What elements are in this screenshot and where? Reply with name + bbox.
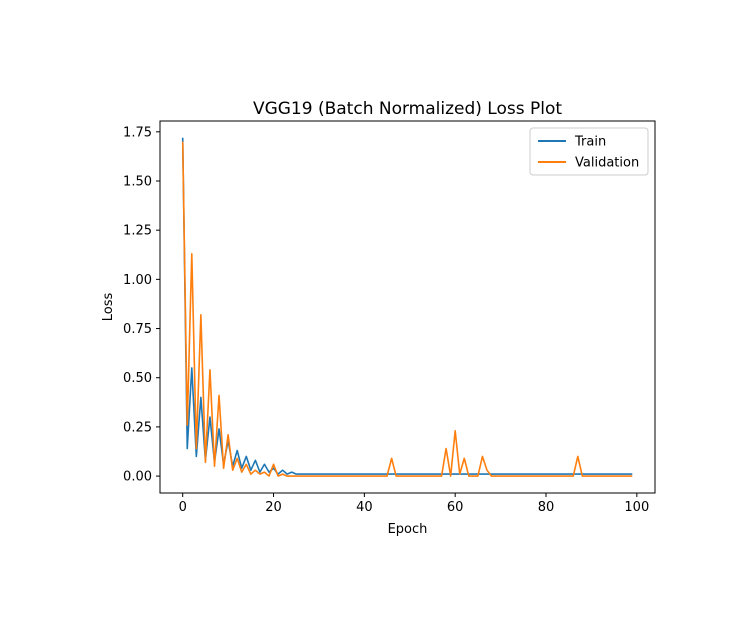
y-tick-label: 1.00	[123, 273, 152, 288]
x-axis: 0 20 40 60 80 100	[179, 493, 649, 515]
x-tick-label: 100	[624, 500, 649, 515]
axes-frame	[159, 120, 656, 494]
series-line-validation	[181, 141, 633, 477]
y-tick-label: 0.00	[123, 470, 152, 485]
y-tick-label: 0.25	[123, 420, 152, 435]
y-tick-label: 0.50	[123, 371, 152, 386]
series-line-train	[181, 137, 633, 475]
y-axis-label: Loss	[101, 293, 116, 322]
y-tick-label: 1.25	[123, 224, 152, 239]
x-axis-label: Epoch	[388, 522, 428, 537]
x-tick-label: 40	[356, 500, 373, 515]
y-axis: 0.00 0.25 0.50 0.75 1.00 1.25 1.50 1.75	[123, 125, 160, 485]
legend-box	[529, 127, 649, 176]
y-tick-label: 1.75	[123, 125, 152, 140]
x-tick-label: 80	[538, 500, 555, 515]
x-tick-label: 60	[447, 500, 464, 515]
chart-title: VGG19 (Batch Normalized) Loss Plot	[253, 99, 562, 119]
legend-label-validation: Validation	[575, 156, 639, 171]
plot-area	[159, 120, 656, 494]
legend-label-train: Train	[574, 135, 606, 150]
legend: Train Validation	[529, 127, 649, 176]
y-tick-label: 1.50	[123, 175, 152, 190]
y-tick-label: 0.75	[123, 322, 152, 337]
series-layer	[181, 137, 633, 477]
x-tick-label: 0	[179, 500, 187, 515]
x-tick-label: 20	[265, 500, 282, 515]
